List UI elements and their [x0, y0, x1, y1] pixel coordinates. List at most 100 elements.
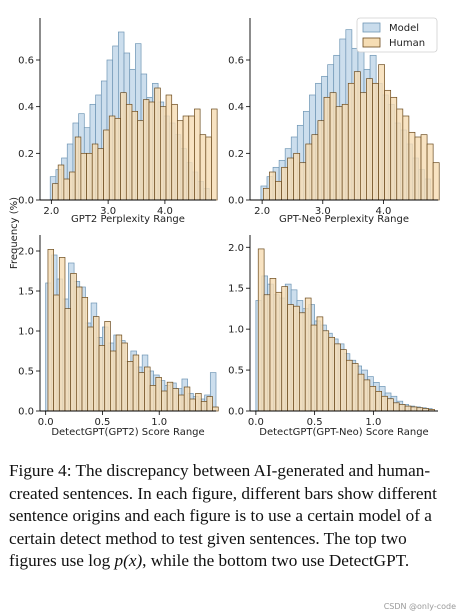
human-bar — [87, 326, 94, 412]
human-bar — [148, 101, 156, 201]
human-bar — [281, 166, 288, 201]
human-bar — [182, 115, 190, 201]
human-bar — [310, 324, 318, 412]
human-bar — [416, 407, 424, 412]
y-tick-label: 0.0 — [228, 407, 244, 418]
human-bar — [80, 152, 87, 201]
human-bar — [53, 294, 60, 412]
caption-math: p(x) — [114, 551, 143, 571]
human-bar — [177, 120, 184, 201]
bars — [255, 248, 435, 412]
figure-panels: Frequency (%) 2.0 3.0 4.0 0.0 0.2 0.4 0.6 GPT2 … — [9, 17, 440, 438]
human-bar — [47, 249, 54, 412]
human-bar — [166, 381, 174, 412]
human-bar — [195, 393, 202, 412]
human-bar — [98, 345, 106, 412]
legend: Model Human — [356, 17, 438, 53]
y-tick-label: 1.0 — [228, 325, 244, 336]
human-bar — [275, 291, 283, 412]
x-axis-label: GPT-Neo Perplexity Range — [279, 214, 409, 225]
human-bar — [426, 143, 434, 201]
x-axis-label: DetectGPT(GPT-Neo) Score Range — [259, 427, 428, 438]
human-bar — [120, 92, 127, 201]
y-tick-label: 0.6 — [18, 56, 34, 67]
x-tick-label: 2.0 — [43, 206, 59, 217]
y-tick-label: 0.0 — [228, 196, 244, 207]
legend-swatch-human — [362, 37, 381, 48]
human-bar — [70, 273, 77, 412]
human-bar — [131, 110, 139, 201]
caption-text-end: , while the bottom two use DetectGPT. — [142, 551, 410, 571]
human-bar — [390, 96, 398, 201]
figure-caption: Figure 4: The discrepancy between AI-gen… — [9, 460, 455, 573]
x-axis-label: DetectGPT(GPT2) Score Range — [51, 427, 204, 438]
human-bar — [262, 187, 270, 201]
human-bar — [299, 312, 306, 412]
human-bar — [269, 171, 276, 201]
human-bar — [154, 87, 161, 201]
y-tick-label: 0.6 — [228, 56, 244, 67]
human-bar — [199, 134, 207, 201]
human-bar — [110, 350, 117, 412]
human-bar — [414, 136, 422, 201]
human-bar — [86, 152, 93, 201]
human-bar — [200, 401, 208, 412]
y-tick-label: 0.4 — [228, 102, 244, 113]
human-bar — [398, 404, 406, 412]
y-tick-label: 0.0 — [18, 196, 34, 207]
human-bar — [205, 136, 212, 201]
human-bar — [347, 82, 355, 201]
caption-label: Figure 4: — [9, 461, 72, 480]
human-bar — [305, 143, 313, 201]
human-bar — [194, 108, 201, 201]
x-tick-label: 4.0 — [375, 206, 391, 217]
human-bar — [375, 391, 382, 412]
subplot-gpt2-perplexity: 2.0 3.0 4.0 0.0 0.2 0.4 0.6 GPT2 Perplexity Ran… — [18, 18, 218, 225]
human-bar — [63, 178, 70, 201]
y-tick-label: 1.5 — [228, 284, 244, 295]
human-bar — [57, 164, 65, 201]
human-bar — [81, 297, 89, 412]
human-bar — [293, 305, 300, 412]
human-bar — [160, 106, 167, 201]
human-bar — [381, 395, 388, 412]
human-bar — [329, 92, 337, 201]
x-tick-label: 1.0 — [365, 417, 381, 428]
human-bar — [366, 78, 373, 201]
human-bar — [317, 120, 325, 201]
human-bar — [125, 103, 133, 201]
human-bar — [293, 152, 301, 201]
human-bar — [149, 385, 157, 412]
human-bar — [322, 330, 330, 412]
human-bar — [357, 373, 365, 412]
human-bar — [165, 94, 173, 201]
human-bar — [108, 115, 116, 201]
bars — [260, 29, 440, 201]
human-bar — [161, 390, 168, 412]
subplot-detectgpt-gpt-neo: 0.0 0.5 1.0 0.0 0.5 1.0 1.5 2.0 DetectGPT(GPT-Ne… — [228, 235, 438, 438]
human-bar — [335, 106, 343, 201]
x-tick-label: 0.0 — [38, 417, 54, 428]
human-bar — [257, 248, 265, 412]
human-bar — [353, 71, 361, 201]
human-bar — [396, 108, 404, 201]
x-tick-label: 4.0 — [157, 206, 173, 217]
human-bar — [387, 398, 394, 412]
legend-swatch-model — [362, 22, 381, 33]
human-bar — [410, 406, 418, 412]
bars — [45, 249, 219, 412]
x-tick-label: 3.0 — [315, 206, 331, 217]
human-bar — [189, 398, 196, 412]
human-bar — [363, 379, 371, 412]
x-tick-label: 1.0 — [151, 417, 167, 428]
human-bar — [137, 120, 144, 201]
y-tick-label: 1.5 — [18, 287, 34, 298]
human-bar — [127, 361, 134, 412]
human-bar — [183, 386, 191, 412]
human-bar — [93, 316, 100, 412]
human-bar — [142, 99, 150, 201]
x-axis-label: GPT2 Perplexity Range — [71, 214, 185, 225]
human-bar — [172, 388, 179, 412]
x-tick-label: 0.5 — [94, 417, 110, 428]
subplot-detectgpt-gpt2: 0.0 0.5 1.0 0.0 0.5 1.0 1.5 2.0 DetectGPT(GPT2) … — [18, 235, 219, 438]
